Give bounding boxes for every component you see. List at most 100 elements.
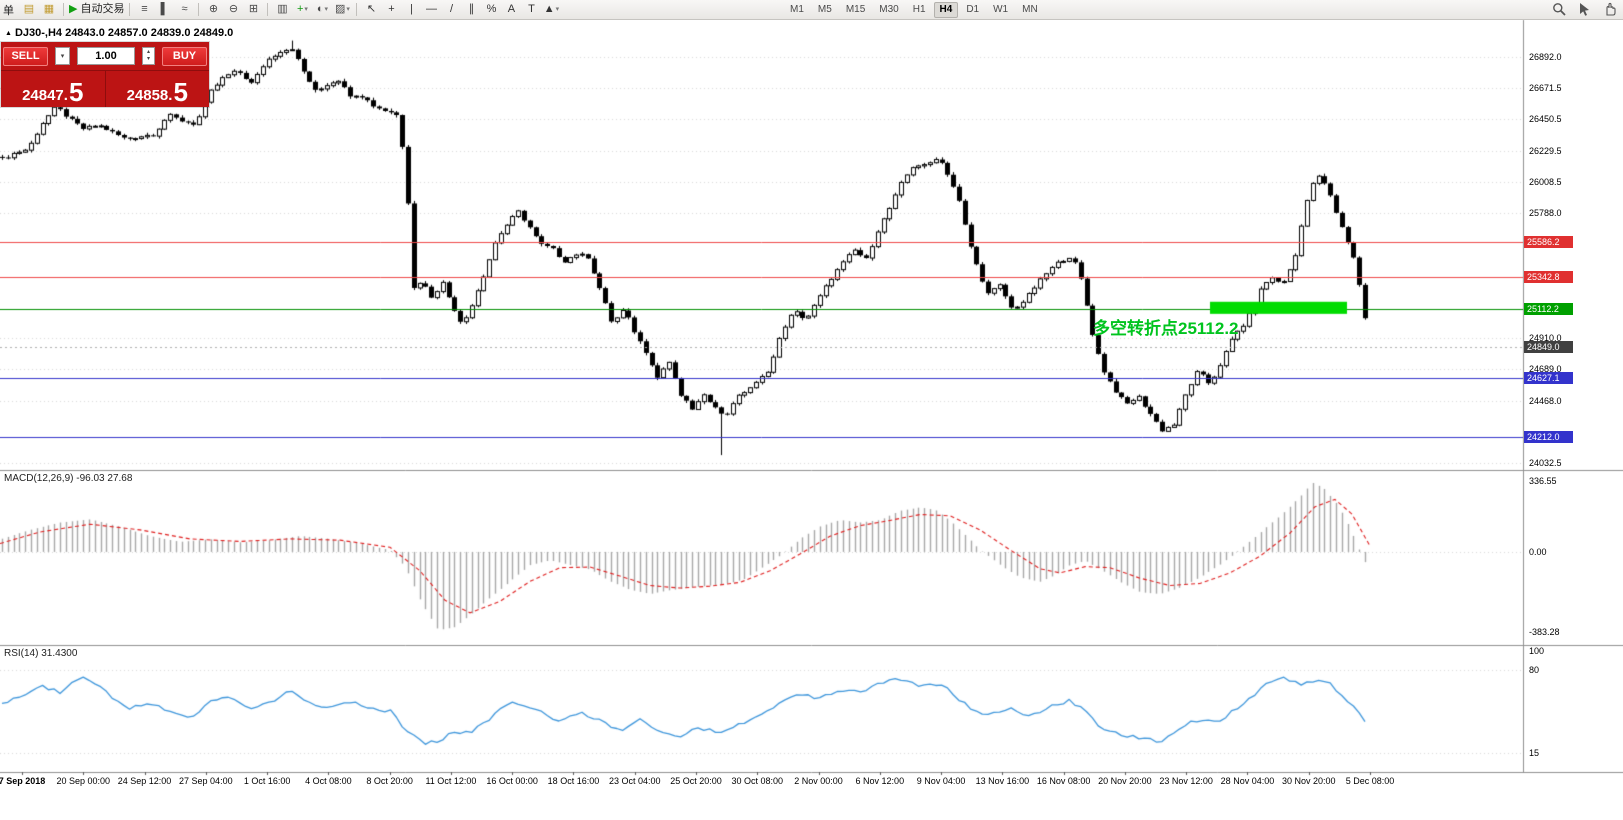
- volume-down-icon[interactable]: ▾: [146, 56, 150, 62]
- volume-input[interactable]: [77, 47, 135, 65]
- sell-button[interactable]: SELL: [3, 46, 48, 66]
- time-axis-label: 8 Oct 20:00: [366, 776, 413, 786]
- price-tag: 25586.2: [1524, 235, 1573, 248]
- autotrading-label: 自动交易: [80, 3, 125, 15]
- channel-button[interactable]: ∥: [462, 2, 480, 18]
- horizontal-line-icon: —: [425, 3, 437, 15]
- templates-button[interactable]: ▨ ▾: [333, 2, 351, 18]
- toolbar-separator: [129, 3, 131, 16]
- collapse-triangle-icon[interactable]: ▲: [5, 30, 12, 37]
- annotation-text[interactable]: 多空转折点25112.2: [1093, 319, 1239, 338]
- autotrading-button[interactable]: ▶ 自动交易: [69, 2, 124, 18]
- horizontal-line-button[interactable]: —: [422, 2, 440, 18]
- timeframe-w1-button[interactable]: W1: [993, 4, 1009, 15]
- time-axis-label: 7 Sep 2018: [0, 776, 46, 786]
- hand-icon[interactable]: [1603, 2, 1617, 16]
- time-axis-label: 18 Oct 16:00: [547, 776, 600, 786]
- time-axis-label: 28 Nov 04:00: [1220, 776, 1275, 786]
- timeframe-h4-button[interactable]: H4: [933, 2, 959, 18]
- line-chart-button[interactable]: ≈: [175, 2, 193, 18]
- shapes-button[interactable]: ▲ ▾: [542, 2, 560, 18]
- zoom-out-button[interactable]: ⊖: [224, 2, 242, 18]
- timeframe-m15-button[interactable]: M15: [845, 4, 866, 15]
- price-tag: 24627.1: [1524, 372, 1573, 385]
- timeframe-bar: M1 M5 M15 M30 H1 H4 D1 W1 MN: [783, 0, 1045, 20]
- trendline-button[interactable]: /: [442, 2, 460, 18]
- price-axis-label: 26892.0: [1529, 51, 1562, 62]
- bar-chart-icon: ≡: [141, 3, 148, 15]
- zoom-out-icon: ⊖: [228, 3, 239, 15]
- time-axis-label: 2 Nov 00:00: [794, 776, 843, 786]
- fibonacci-icon: %: [486, 3, 497, 15]
- periods-button[interactable]: ◐ ▾: [313, 2, 331, 18]
- label-icon: T: [528, 3, 535, 15]
- time-axis-label: 20 Sep 00:00: [56, 776, 111, 786]
- candlestick-chart-button[interactable]: ▌: [155, 2, 173, 18]
- toolbar-separator: [63, 3, 64, 16]
- fibonacci-button[interactable]: %: [482, 2, 500, 18]
- macd-axis-label: -383.28: [1529, 627, 1560, 638]
- sell-price[interactable]: 24847. 5: [1, 71, 105, 107]
- price-tag: 25342.8: [1524, 270, 1573, 283]
- auto-arrange-button[interactable]: ▥: [273, 2, 291, 18]
- toolbar-icon-buttons: ▤ ▦ ▶ 自动交易 ≡ ▌ ≈ ⊕ ⊖ ⊞ ▥ + ▾ ◐ ▾ ▨ ▾ ↖ + | — / ∥% A T ▲ ▾: [19, 0, 561, 20]
- indicators-button[interactable]: + ▾: [293, 2, 311, 18]
- new-order-icon: ▤: [23, 3, 35, 15]
- new-order-button[interactable]: ▤: [20, 2, 38, 18]
- tile-windows-button[interactable]: ⊞: [244, 2, 262, 18]
- timeframe-h1-button[interactable]: H1: [912, 4, 926, 15]
- timeframe-mn-button[interactable]: MN: [1022, 4, 1038, 15]
- timeframe-m5-button[interactable]: M5: [817, 4, 832, 15]
- time-axis-label: 30 Nov 20:00: [1281, 776, 1336, 786]
- volume-up-icon[interactable]: ▴: [146, 49, 150, 56]
- time-axis-label: 27 Sep 04:00: [179, 776, 233, 786]
- pointer-icon[interactable]: [1578, 2, 1591, 16]
- cursor-icon: ↖: [366, 3, 377, 15]
- buy-price-pip: 5: [173, 77, 188, 108]
- crosshair-icon: +: [388, 3, 395, 15]
- vertical-line-button[interactable]: |: [402, 2, 420, 18]
- chevron-down-icon: ▾: [346, 6, 350, 13]
- macd-indicator-label: MACD(12,26,9) -96.03 27.68: [4, 473, 133, 484]
- volume-stepper[interactable]: ▴ ▾: [142, 47, 155, 65]
- cursor-button[interactable]: ↖: [362, 2, 380, 18]
- chevron-down-icon: ▾: [324, 6, 329, 13]
- macd-axis-label: 0.00: [1529, 546, 1547, 557]
- text-button[interactable]: A: [502, 2, 520, 18]
- bar-chart-button[interactable]: ≡: [135, 2, 153, 18]
- price-axis-label: 24910.0: [1529, 332, 1562, 343]
- profiles-icon: ▦: [43, 3, 55, 15]
- menu-fragment[interactable]: 单: [3, 4, 14, 17]
- timeframe-m1-button[interactable]: M1: [790, 4, 804, 15]
- trendline-icon: /: [449, 3, 453, 15]
- buy-price[interactable]: 24858. 5: [104, 71, 210, 108]
- time-axis-label: 16 Nov 08:00: [1036, 776, 1091, 786]
- label-button[interactable]: T: [522, 2, 540, 18]
- toolbar-right-icons: [1552, 2, 1617, 16]
- time-axis-label: 5 Dec 08:00: [1345, 776, 1395, 786]
- volume-dropdown-button[interactable]: ▾: [55, 47, 70, 65]
- time-axis-label: 24 Sep 12:00: [117, 776, 172, 786]
- buy-button[interactable]: BUY: [162, 46, 207, 66]
- vertical-line-icon: |: [410, 3, 413, 15]
- toolbar-separator: [356, 3, 358, 16]
- time-axis-label: 16 Oct 00:00: [486, 776, 538, 786]
- sell-price-main: 24847.: [22, 87, 68, 104]
- profiles-button[interactable]: ▦: [40, 2, 58, 18]
- price-tag: 24849.0: [1524, 340, 1573, 353]
- time-axis-label: 9 Nov 04:00: [916, 776, 966, 786]
- toolbar-separator: [198, 3, 200, 16]
- timeframe-d1-button[interactable]: D1: [966, 4, 980, 15]
- search-icon[interactable]: [1552, 2, 1566, 16]
- sell-price-pip: 5: [68, 77, 84, 108]
- time-axis-label: 25 Oct 20:00: [670, 776, 722, 786]
- one-click-prices: 24847. 5 24858. 5: [1, 70, 209, 107]
- time-axis-label: 30 Oct 08:00: [731, 776, 784, 786]
- price-axis-label: 24468.0: [1529, 395, 1562, 406]
- chevron-down-icon: ▾: [555, 6, 560, 13]
- timeframe-m30-button[interactable]: M30: [879, 4, 899, 15]
- crosshair-button[interactable]: +: [382, 2, 400, 18]
- zoom-in-button[interactable]: ⊕: [204, 2, 222, 18]
- macd-axis-label: 336.55: [1529, 476, 1557, 487]
